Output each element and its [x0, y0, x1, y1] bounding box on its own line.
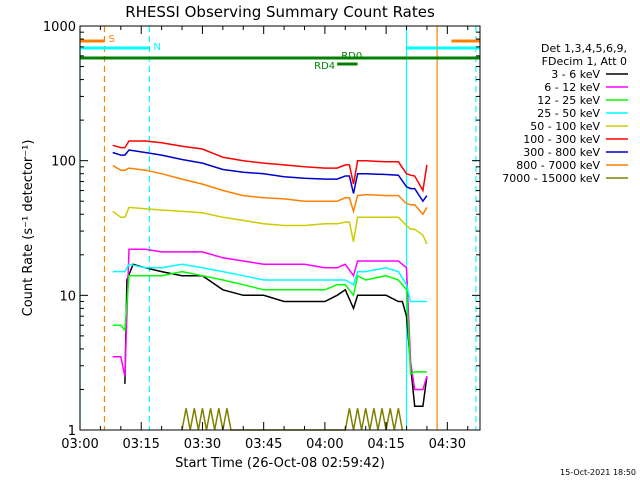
series-line-0 — [124, 263, 428, 408]
x-tick-label: 04:00 — [306, 437, 343, 452]
y-tick-label: 1000 — [43, 20, 76, 35]
flag-label-rd0: RD0 — [341, 51, 362, 62]
legend-label: 25 - 50 keV — [537, 107, 600, 120]
vertical-markers — [79, 26, 477, 430]
x-tick-label: 03:00 — [61, 437, 98, 452]
legend-label: 3 - 6 keV — [551, 68, 600, 81]
flag-label-s: S — [108, 34, 114, 45]
series-line-1 — [112, 248, 428, 391]
series-line-8 — [181, 408, 404, 431]
legend-label: 300 - 800 keV — [523, 146, 600, 159]
legend-header-line-1: Det 1,3,4,5,6,9, — [541, 42, 627, 55]
x-tick-label: 03:30 — [184, 437, 221, 452]
x-axis-ticks: 03:00 03:15 03:30 03:45 04:00 04:15 04:30 — [61, 26, 469, 452]
x-axis-label: Start Time (26-Oct-08 02:59:42) — [175, 456, 385, 471]
series-line-2 — [112, 270, 427, 376]
flag-label-rd4: RD4 — [314, 61, 335, 72]
series-line-5 — [112, 140, 428, 193]
plot-frame — [79, 25, 481, 431]
y-tick-label: 100 — [51, 155, 76, 170]
y-tick-label: 1 — [68, 424, 76, 439]
data-series — [112, 140, 428, 431]
x-tick-label: 03:45 — [245, 437, 282, 452]
flag-bars: S N RD0 RD4 — [80, 34, 480, 72]
legend-label: 800 - 7000 keV — [516, 159, 600, 172]
legend-label: 100 - 300 keV — [523, 133, 600, 146]
legend-label: 50 - 100 keV — [530, 120, 600, 133]
series-line-6 — [112, 149, 428, 203]
series-line-4 — [112, 206, 428, 245]
flag-label-n: N — [153, 42, 160, 53]
series-line-7 — [112, 164, 428, 216]
legend-header-line-2: FDecim 1, Att 0 — [542, 55, 627, 68]
x-tick-label: 04:30 — [429, 437, 466, 452]
chart-title: RHESSI Observing Summary Count Rates — [125, 3, 435, 21]
legend-label: 7000 - 15000 keV — [502, 172, 600, 185]
x-tick-label: 04:15 — [367, 437, 404, 452]
legend-label: 12 - 25 keV — [537, 94, 600, 107]
y-axis-label: Count Rate (s⁻¹ detector⁻¹) — [21, 140, 36, 317]
y-tick-label: 10 — [59, 289, 76, 304]
legend-label: 6 - 12 keV — [544, 81, 600, 94]
footer-timestamp: 15-Oct-2021 18:50 — [560, 468, 636, 477]
series-line-3 — [112, 263, 427, 303]
x-tick-label: 03:15 — [122, 437, 159, 452]
y-axis-ticks: 1 10 100 1000 — [43, 20, 480, 439]
legend: Det 1,3,4,5,6,9, FDecim 1, Att 0 3 - 6 k… — [502, 42, 628, 185]
